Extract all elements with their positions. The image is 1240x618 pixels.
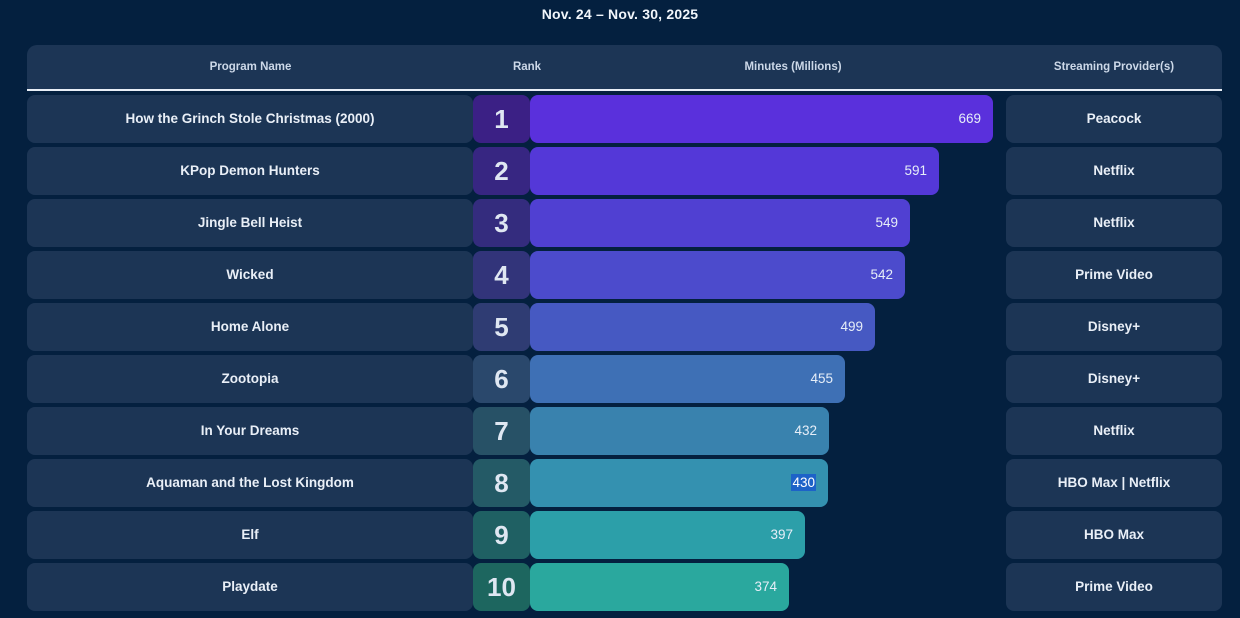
- program-name-cell: Zootopia: [27, 355, 473, 403]
- rank-cell: 6: [473, 355, 530, 403]
- rank-cell: 10: [473, 563, 530, 611]
- minutes-value-label: 374: [754, 579, 777, 594]
- table-body: How the Grinch Stole Christmas (2000) 1 66…: [27, 95, 1222, 611]
- streaming-provider-cell: Disney+: [1006, 303, 1222, 351]
- minutes-bar-track: 432: [530, 407, 1006, 455]
- program-name-cell: Wicked: [27, 251, 473, 299]
- streaming-provider-cell: HBO Max | Netflix: [1006, 459, 1222, 507]
- minutes-bar: [530, 355, 845, 403]
- minutes-bar-track: 669: [530, 95, 1006, 143]
- streaming-provider-cell: Netflix: [1006, 199, 1222, 247]
- program-name-cell: How the Grinch Stole Christmas (2000): [27, 95, 473, 143]
- program-name-cell: Elf: [27, 511, 473, 559]
- rank-cell: 5: [473, 303, 530, 351]
- rank-cell: 9: [473, 511, 530, 559]
- table-header-row: Program Name Rank Minutes (Millions) Str…: [27, 45, 1222, 91]
- minutes-value-label: 397: [770, 527, 793, 542]
- column-header-minutes: Minutes (Millions): [744, 61, 842, 73]
- minutes-bar: [530, 199, 910, 247]
- table-row[interactable]: Zootopia 6 455 Disney+: [27, 355, 1222, 403]
- program-name-cell: In Your Dreams: [27, 407, 473, 455]
- rankings-table: Program Name Rank Minutes (Millions) Str…: [27, 45, 1222, 615]
- minutes-value-label: 455: [810, 371, 833, 386]
- minutes-bar-track: 591: [530, 147, 1006, 195]
- minutes-bar-track: 397: [530, 511, 1006, 559]
- streaming-provider-cell: Prime Video: [1006, 563, 1222, 611]
- minutes-value-label: 430: [791, 474, 816, 491]
- minutes-bar: [530, 459, 828, 507]
- rank-cell: 2: [473, 147, 530, 195]
- streaming-provider-cell: Netflix: [1006, 407, 1222, 455]
- rank-cell: 7: [473, 407, 530, 455]
- program-name-cell: Jingle Bell Heist: [27, 199, 473, 247]
- streaming-provider-cell: Peacock: [1006, 95, 1222, 143]
- streaming-provider-cell: Prime Video: [1006, 251, 1222, 299]
- program-name-cell: Home Alone: [27, 303, 473, 351]
- minutes-value-label: 549: [875, 215, 898, 230]
- minutes-bar: [530, 251, 905, 299]
- program-name-cell: Aquaman and the Lost Kingdom: [27, 459, 473, 507]
- table-row[interactable]: Aquaman and the Lost Kingdom 8 430 HBO Max …: [27, 459, 1222, 507]
- program-name-cell: KPop Demon Hunters: [27, 147, 473, 195]
- minutes-bar-track: 499: [530, 303, 1006, 351]
- table-row[interactable]: KPop Demon Hunters 2 591 Netflix: [27, 147, 1222, 195]
- minutes-bar: [530, 95, 993, 143]
- streaming-provider-cell: HBO Max: [1006, 511, 1222, 559]
- minutes-bar-track: 542: [530, 251, 1006, 299]
- streaming-provider-cell: Disney+: [1006, 355, 1222, 403]
- minutes-value-label: 542: [870, 267, 893, 282]
- minutes-bar: [530, 511, 805, 559]
- minutes-bar: [530, 147, 939, 195]
- minutes-bar-track: 374: [530, 563, 1006, 611]
- column-header-provider: Streaming Provider(s): [1053, 61, 1175, 73]
- program-name-cell: Playdate: [27, 563, 473, 611]
- streaming-provider-cell: Netflix: [1006, 147, 1222, 195]
- rank-cell: 8: [473, 459, 530, 507]
- minutes-bar-track: 455: [530, 355, 1006, 403]
- minutes-value-label: 499: [840, 319, 863, 334]
- rank-cell: 3: [473, 199, 530, 247]
- table-row[interactable]: Elf 9 397 HBO Max: [27, 511, 1222, 559]
- table-row[interactable]: Jingle Bell Heist 3 549 Netflix: [27, 199, 1222, 247]
- minutes-bar-track: 549: [530, 199, 1006, 247]
- table-row[interactable]: How the Grinch Stole Christmas (2000) 1 66…: [27, 95, 1222, 143]
- minutes-value-label: 591: [904, 163, 927, 178]
- minutes-bar: [530, 303, 875, 351]
- minutes-bar: [530, 563, 789, 611]
- page-title: Nov. 24 – Nov. 30, 2025: [541, 6, 699, 22]
- table-row[interactable]: Playdate 10 374 Prime Video: [27, 563, 1222, 611]
- minutes-bar: [530, 407, 829, 455]
- column-header-program-name: Program Name: [209, 61, 292, 73]
- table-row[interactable]: Home Alone 5 499 Disney+: [27, 303, 1222, 351]
- minutes-value-label: 432: [794, 423, 817, 438]
- table-row[interactable]: Wicked 4 542 Prime Video: [27, 251, 1222, 299]
- rank-cell: 4: [473, 251, 530, 299]
- column-header-rank: Rank: [512, 61, 542, 73]
- minutes-bar-track: 430: [530, 459, 1006, 507]
- table-row[interactable]: In Your Dreams 7 432 Netflix: [27, 407, 1222, 455]
- rank-cell: 1: [473, 95, 530, 143]
- minutes-value-label: 669: [958, 111, 981, 126]
